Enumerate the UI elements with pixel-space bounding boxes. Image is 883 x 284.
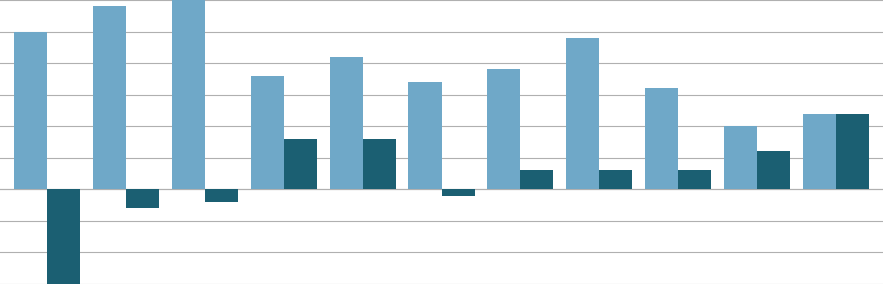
Bar [803,114,835,189]
Bar [329,57,363,189]
Bar [172,0,205,189]
Bar [757,151,790,189]
Bar [645,88,678,189]
Bar [205,189,238,202]
Bar [724,126,757,189]
Bar [835,114,869,189]
Bar [126,189,159,208]
Bar [442,189,475,196]
Bar [487,69,520,189]
Bar [363,139,396,189]
Bar [600,170,632,189]
Bar [14,32,48,189]
Bar [283,139,317,189]
Bar [251,76,283,189]
Bar [48,189,80,284]
Bar [93,6,126,189]
Bar [409,82,442,189]
Bar [520,170,554,189]
Bar [566,38,600,189]
Bar [678,170,711,189]
